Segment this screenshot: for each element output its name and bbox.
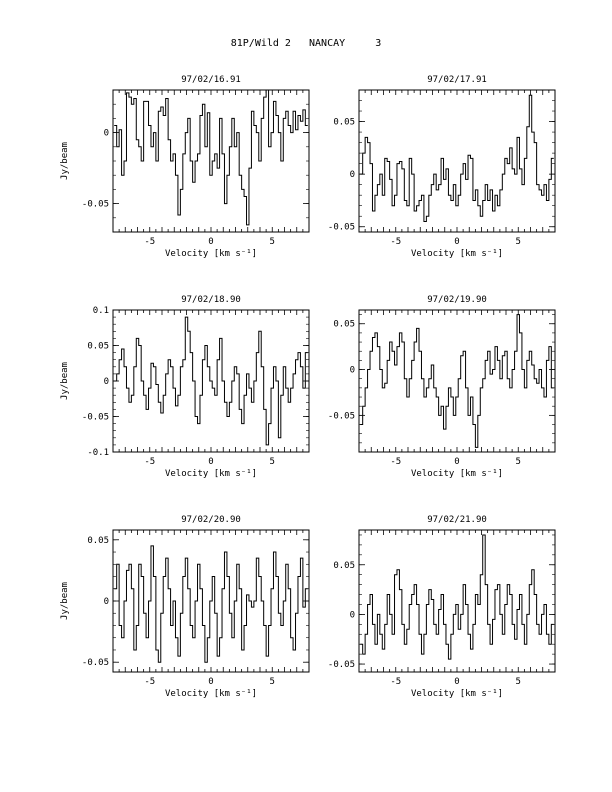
spectrum-line <box>360 314 554 448</box>
y-tick-label: -0.05 <box>328 411 355 421</box>
page-title: 81P/Wild 2 NANCAY 3 <box>230 38 382 49</box>
spectrum-line <box>360 94 554 222</box>
spectrum-panel-3: 97/02/18.90 -5 0 5 0.1 0.05 0 -0.05 -0.1 Velocity… <box>55 282 325 486</box>
y-tick-label: 0.05 <box>333 320 355 330</box>
spectrum-panel-2: 97/02/17.91 -5 0 5 0.05 0 -0.05 Velocity [km s⁻… <box>301 62 571 266</box>
y-tick-label: 0.05 <box>87 536 109 546</box>
plot-frame <box>358 89 556 233</box>
chart-title: 97/02/17.91 <box>427 75 487 85</box>
x-axis-label: Velocity [km s⁻¹] <box>411 689 503 699</box>
y-axis-label: Jy/beam <box>60 142 70 180</box>
y-tick-label: 0.05 <box>333 561 355 571</box>
x-tick-label: 5 <box>270 677 275 687</box>
chart-title: 97/02/18.90 <box>181 295 241 305</box>
x-tick-label: 5 <box>270 237 275 247</box>
x-tick-label: 0 <box>208 457 213 467</box>
x-tick-label: -5 <box>390 237 401 247</box>
y-tick-label: 0 <box>350 170 355 180</box>
x-axis-label: Velocity [km s⁻¹] <box>165 469 257 479</box>
y-tick-label: -0.05 <box>328 223 355 233</box>
spectrum-line <box>114 89 308 226</box>
x-tick-label: 5 <box>516 457 521 467</box>
y-tick-label: -0.1 <box>87 448 109 458</box>
y-tick-label: 0.05 <box>333 118 355 128</box>
spectrum-line <box>114 316 308 446</box>
chart-title: 97/02/21.90 <box>427 515 487 525</box>
y-tick-label: 0 <box>104 377 109 387</box>
x-tick-label: 0 <box>454 677 459 687</box>
y-axis-label: Jy/beam <box>60 582 70 620</box>
x-axis-label: Velocity [km s⁻¹] <box>411 249 503 259</box>
x-axis-label: Velocity [km s⁻¹] <box>165 249 257 259</box>
x-tick-label: 0 <box>454 237 459 247</box>
chart-title: 97/02/20.90 <box>181 515 241 525</box>
x-tick-label: -5 <box>144 677 155 687</box>
plot-frame <box>358 309 556 453</box>
spectrum-panel-1: 97/02/16.91 -5 0 5 0 -0.05 Velocity [km s⁻¹] Jy… <box>55 62 325 266</box>
y-tick-label: -0.05 <box>82 658 109 668</box>
spectrum-panel-4: 97/02/19.90 -5 0 5 0.05 0 -0.05 Velocity [km s⁻… <box>301 282 571 486</box>
y-tick-label: -0.05 <box>82 413 109 423</box>
x-tick-label: 0 <box>208 677 213 687</box>
x-tick-label: -5 <box>390 677 401 687</box>
x-tick-label: -5 <box>144 237 155 247</box>
x-tick-label: 5 <box>516 237 521 247</box>
y-tick-label: 0 <box>350 610 355 620</box>
spectrum-panel-6: 97/02/21.90 -5 0 5 0.05 0 -0.05 Velocity [km s⁻… <box>301 502 571 706</box>
x-tick-label: -5 <box>144 457 155 467</box>
y-tick-label: 0 <box>104 597 109 607</box>
x-tick-label: -5 <box>390 457 401 467</box>
y-tick-label: -0.05 <box>82 200 109 210</box>
spectrum-line <box>114 545 308 663</box>
y-tick-label: 0.1 <box>93 306 109 316</box>
y-axis-label: Jy/beam <box>60 362 70 400</box>
x-tick-label: 0 <box>208 237 213 247</box>
plot-frame <box>358 529 556 673</box>
x-tick-label: 5 <box>270 457 275 467</box>
y-tick-label: 0 <box>104 129 109 139</box>
chart-title: 97/02/16.91 <box>181 75 241 85</box>
spectrum-line <box>360 534 554 660</box>
y-tick-label: -0.05 <box>328 660 355 670</box>
y-tick-label: 0.05 <box>87 342 109 352</box>
spectrum-panel-5: 97/02/20.90 -5 0 5 0.05 0 -0.05 Velocity [km s⁻… <box>55 502 325 706</box>
x-axis-label: Velocity [km s⁻¹] <box>165 689 257 699</box>
chart-title: 97/02/19.90 <box>427 295 487 305</box>
x-axis-label: Velocity [km s⁻¹] <box>411 469 503 479</box>
x-tick-label: 0 <box>454 457 459 467</box>
x-tick-label: 5 <box>516 677 521 687</box>
y-tick-label: 0 <box>350 366 355 376</box>
